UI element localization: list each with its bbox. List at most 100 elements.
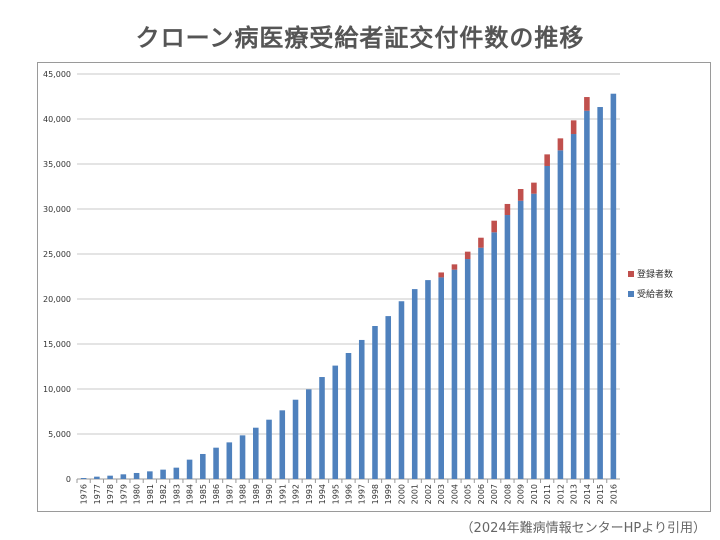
- x-tick-label: 1990: [265, 484, 274, 504]
- bar-recipients-2005: [464, 259, 471, 479]
- bar-recipients-2001: [411, 289, 418, 479]
- bar-registered-2009: [517, 189, 524, 201]
- x-tick-label: 2012: [556, 484, 565, 504]
- y-tick-label: 0: [66, 475, 71, 484]
- x-tick-label: 2004: [450, 484, 459, 504]
- bar-recipients-1988: [239, 435, 246, 479]
- x-tick-label: 2014: [583, 484, 592, 504]
- x-tick-label: 1995: [331, 484, 340, 504]
- x-tick-label: 2009: [517, 484, 526, 504]
- bar-recipients-1985: [200, 453, 206, 479]
- x-tick-label: 2000: [397, 484, 406, 504]
- y-tick-label: 25,000: [43, 250, 71, 259]
- bar-recipients-1978: [107, 475, 113, 479]
- x-tick-label: 1999: [384, 484, 393, 504]
- x-tick-label: 1977: [93, 484, 102, 504]
- chart-frame: [37, 62, 711, 512]
- bar-registered-2012: [557, 138, 564, 151]
- bar-recipients-1983: [173, 467, 180, 479]
- bar-recipients-1982: [160, 469, 166, 479]
- x-tick-label: 2008: [503, 484, 512, 504]
- bar-recipients-1981: [147, 471, 153, 479]
- x-tick-label: 1989: [252, 484, 261, 504]
- x-tick-label: 1987: [225, 484, 234, 504]
- x-tick-label: 1997: [358, 484, 367, 504]
- bar-recipients-2016: [610, 93, 617, 480]
- bar-recipients-1993: [305, 389, 312, 479]
- bar-recipients-2008: [504, 215, 511, 479]
- x-tick-label: 1986: [212, 484, 221, 504]
- bar-recipients-1990: [266, 419, 272, 479]
- bar-recipients-2000: [398, 301, 405, 479]
- bar-recipients-1997: [358, 339, 365, 479]
- bar-recipients-1989: [253, 427, 259, 479]
- bar-recipients-2013: [570, 134, 577, 479]
- x-tick-label: 1988: [239, 484, 248, 504]
- legend-swatch: [628, 291, 634, 297]
- x-tick-label: 2003: [437, 484, 446, 504]
- y-tick-label: 10,000: [43, 385, 71, 394]
- bar-recipients-1991: [279, 410, 286, 479]
- bar-recipients-1999: [385, 316, 392, 479]
- y-tick-label: 20,000: [43, 295, 71, 304]
- bar-registered-2006: [478, 237, 484, 248]
- bar-recipients-2009: [517, 200, 524, 479]
- x-tick-label: 1993: [305, 484, 314, 504]
- y-tick-label: 35,000: [43, 160, 71, 169]
- legend-label: 登録者数: [637, 268, 673, 280]
- y-tick-label: 45,000: [43, 70, 71, 79]
- y-tick-label: 30,000: [43, 205, 71, 214]
- bar-recipients-2015: [597, 107, 603, 479]
- x-tick-label: 1994: [318, 484, 327, 504]
- bar-recipients-1994: [319, 377, 325, 479]
- x-tick-label: 2005: [464, 484, 473, 504]
- x-tick-label: 1996: [345, 484, 354, 504]
- bar-recipients-1980: [133, 472, 140, 479]
- bar-registered-2007: [491, 220, 497, 233]
- x-tick-label: 1983: [172, 484, 181, 504]
- y-tick-label: 5,000: [48, 430, 71, 439]
- bar-registered-2008: [504, 203, 511, 216]
- bar-recipients-1976: [80, 478, 87, 479]
- legend-label: 受給者数: [637, 288, 673, 300]
- x-tick-label: 1978: [106, 484, 115, 504]
- bar-recipients-2002: [425, 280, 431, 479]
- bar-recipients-1986: [213, 447, 219, 479]
- y-tick-label: 15,000: [43, 340, 71, 349]
- x-tick-label: 2013: [570, 484, 579, 504]
- bar-recipients-1979: [120, 474, 127, 479]
- x-tick-label: 1998: [371, 484, 380, 504]
- bar-recipients-1992: [292, 399, 299, 479]
- x-tick-label: 1981: [146, 484, 155, 504]
- x-tick-label: 2002: [424, 484, 433, 504]
- bar-registered-2010: [531, 182, 537, 194]
- x-tick-label: 1985: [199, 484, 208, 504]
- x-tick-label: 2006: [477, 484, 486, 504]
- bar-recipients-1977: [94, 476, 100, 479]
- bar-recipients-1998: [372, 326, 378, 479]
- y-tick-label: 40,000: [43, 115, 71, 124]
- bar-recipients-1987: [226, 442, 233, 479]
- x-tick-label: 1979: [119, 484, 128, 504]
- bar-registered-2014: [584, 97, 590, 111]
- x-tick-label: 2001: [411, 484, 420, 504]
- x-tick-label: 1991: [278, 484, 287, 504]
- x-tick-label: 1980: [133, 484, 142, 504]
- x-tick-label: 1976: [80, 484, 89, 504]
- bar-registered-2013: [570, 120, 577, 135]
- bar-recipients-2011: [544, 165, 550, 480]
- bar-recipients-2004: [451, 269, 458, 479]
- x-tick-label: 1992: [292, 484, 301, 504]
- bar-recipients-1996: [345, 353, 352, 479]
- x-tick-label: 2007: [490, 484, 499, 504]
- bar-recipients-2007: [491, 232, 497, 479]
- bar-recipients-2010: [531, 193, 537, 479]
- x-tick-label: 1982: [159, 484, 168, 504]
- x-tick-label: 2010: [530, 484, 539, 504]
- bar-registered-2011: [544, 154, 550, 166]
- x-tick-label: 2016: [609, 484, 618, 504]
- x-tick-label: 1984: [186, 484, 195, 504]
- bar-registered-2004: [451, 264, 458, 270]
- bar-recipients-2006: [478, 247, 484, 479]
